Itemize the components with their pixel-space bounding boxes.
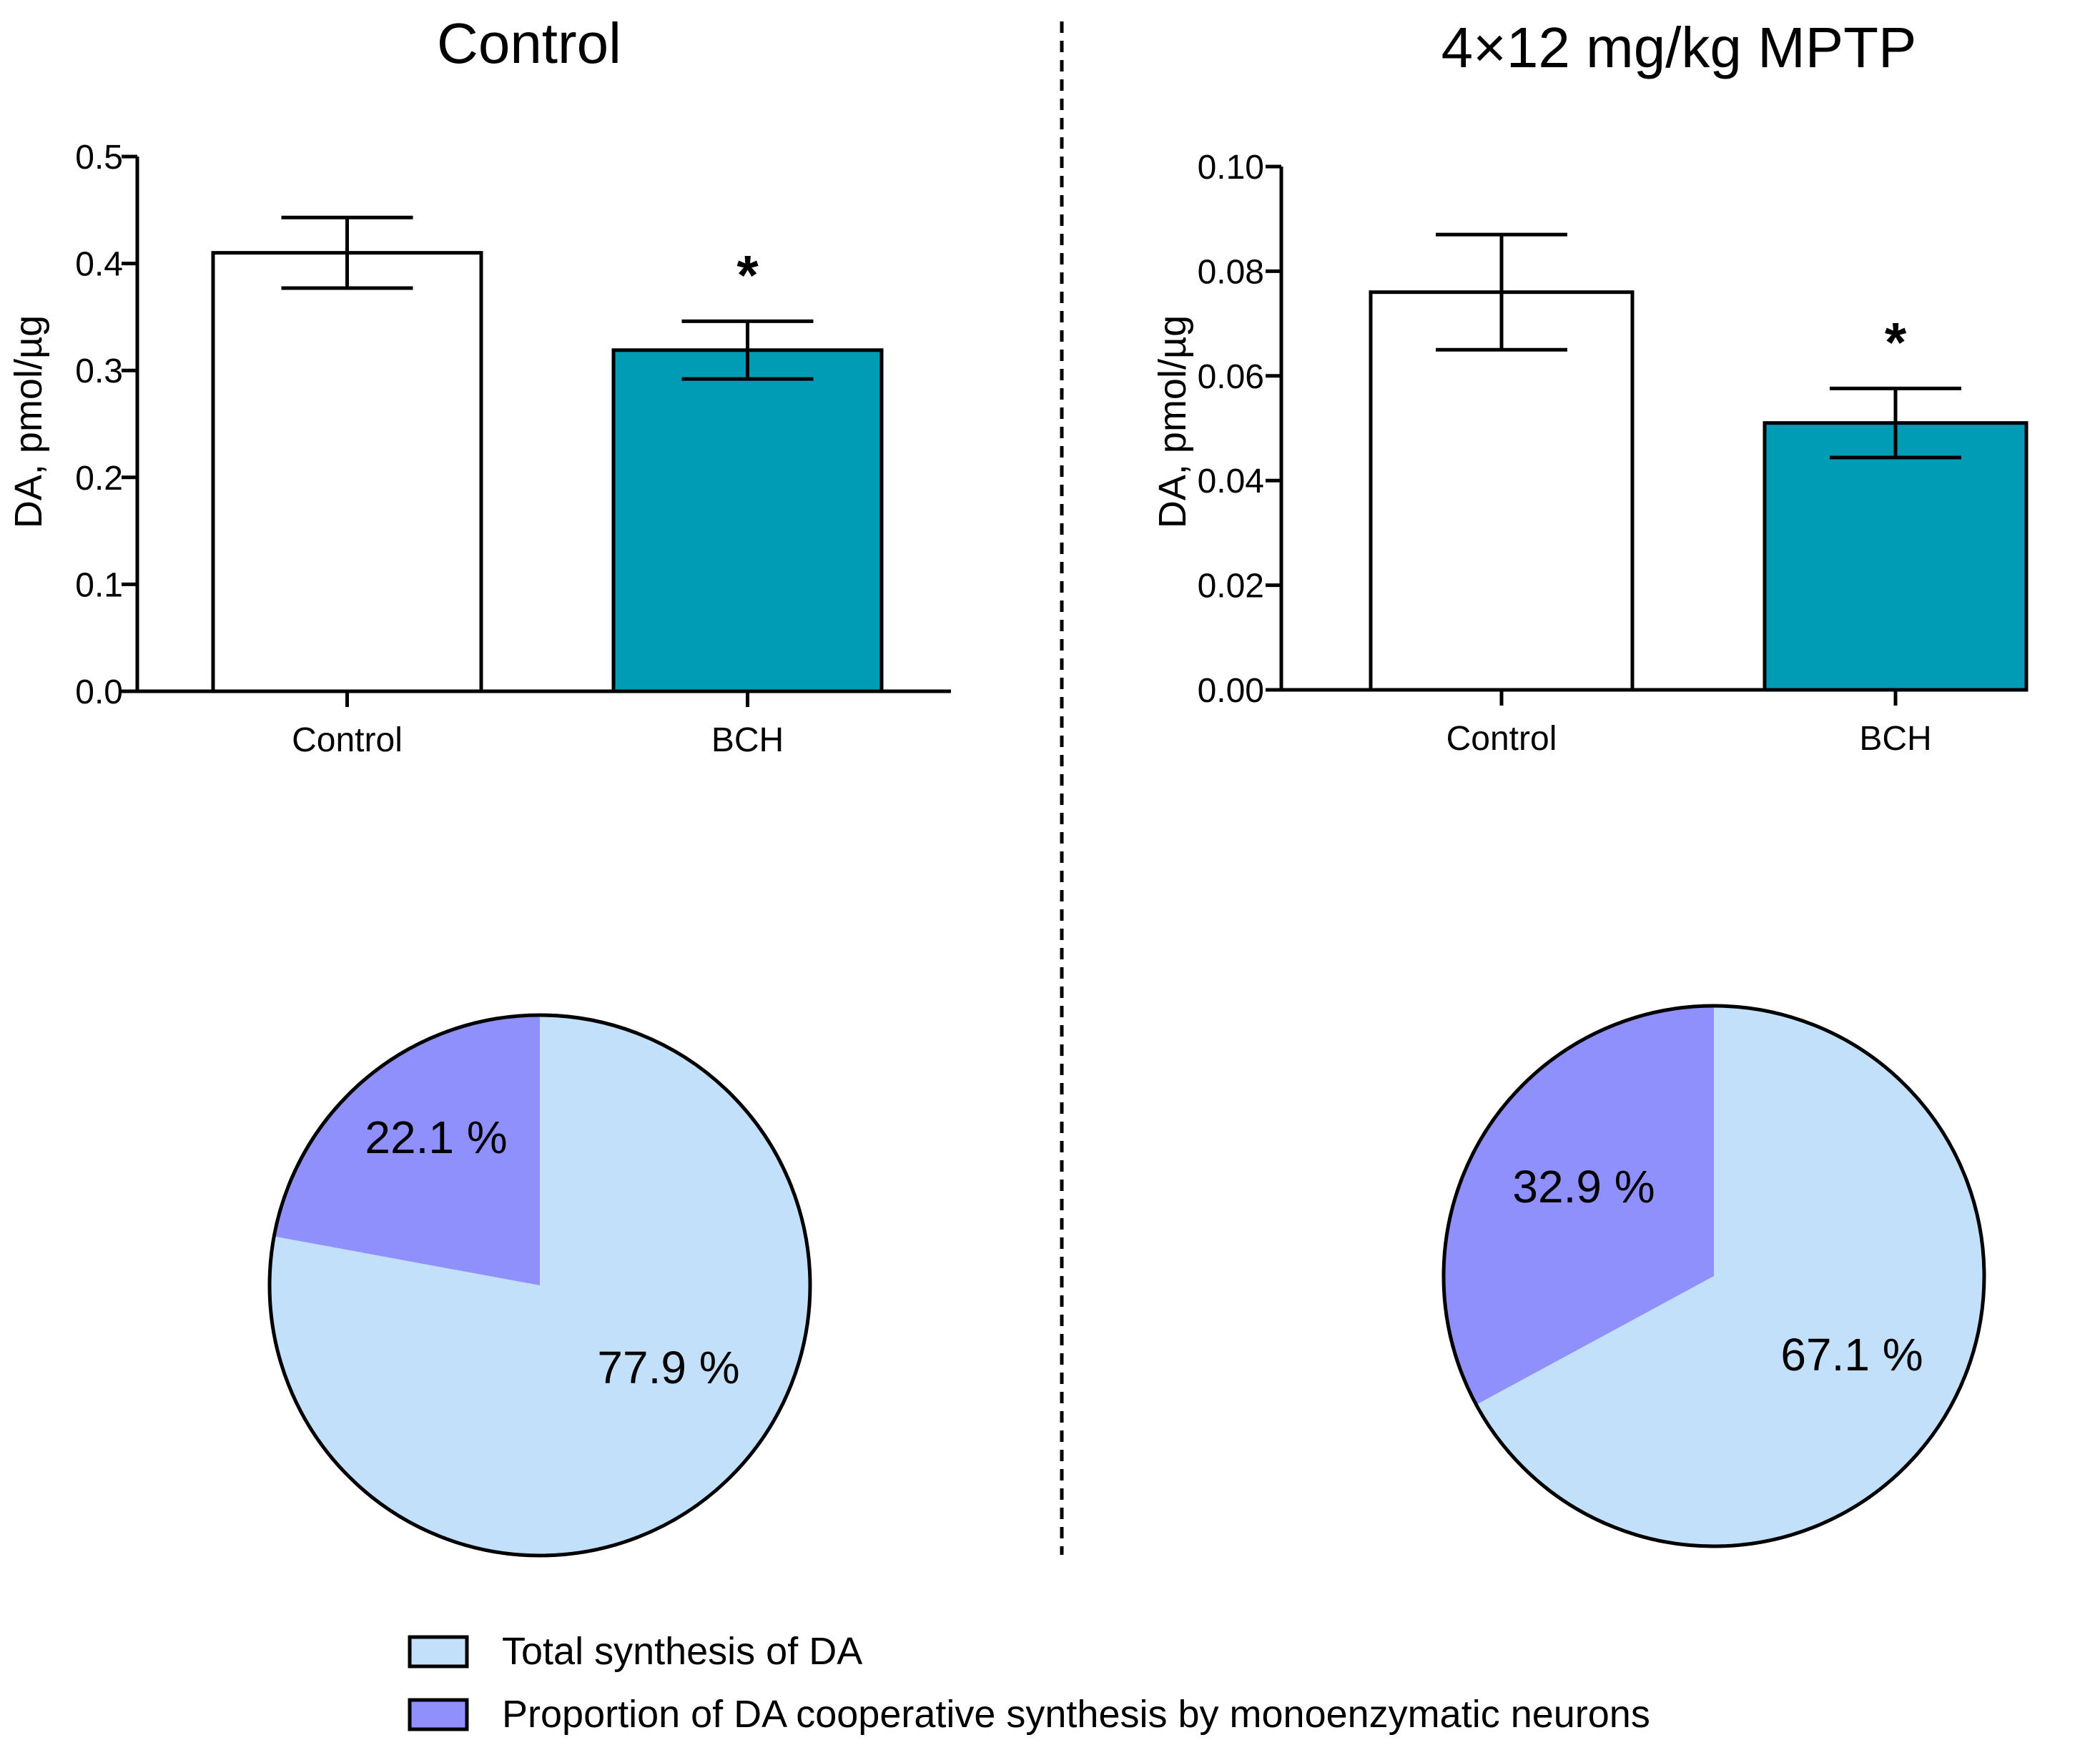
pie-outline xyxy=(1441,1004,1986,1548)
y-axis-label-control: DA, pmol/µg xyxy=(7,315,50,528)
bar-control xyxy=(1369,290,1635,692)
legend: Total synthesis of DA Proportion of DA c… xyxy=(408,1630,1650,1736)
y-tick-label: 0.02 xyxy=(1198,568,1264,605)
x-tick-label: Control xyxy=(292,721,403,759)
pie-slice-label: 77.9 % xyxy=(597,1342,739,1393)
y-tick-label: 0.06 xyxy=(1198,358,1264,396)
y-tick-label: 0.3 xyxy=(75,352,123,390)
bar-chart-control: DA, pmol/µg 0.0 0.1 0.2 0.3 0.4 0.5 Control BCH… xyxy=(7,139,951,759)
pie-slice-monoenzymatic xyxy=(1443,1006,1715,1405)
right-panel-title: 4×12 mg/kg MPTP xyxy=(1441,16,1917,79)
pie-slice-label: 22.1 % xyxy=(365,1112,507,1163)
legend-label-total-synthesis: Total synthesis of DA xyxy=(502,1630,862,1673)
legend-label-monoenzymatic: Proportion of DA cooperative synthesis b… xyxy=(502,1693,1650,1736)
x-tick-label: BCH xyxy=(1859,720,1931,758)
y-tick-label: 0.1 xyxy=(75,566,123,604)
bar-bch xyxy=(611,348,884,693)
legend-swatch-total-synthesis xyxy=(408,1635,469,1669)
pie-slice-label: 67.1 % xyxy=(1780,1329,1923,1380)
pie-slice-total-synthesis xyxy=(1476,1005,1984,1546)
legend-swatch-monoenzymatic xyxy=(408,1698,469,1731)
bar-chart-mptp: DA, pmol/µg 0.00 0.02 0.04 0.06 0.08 0.10 Cont… xyxy=(1151,149,2028,758)
left-panel-title: Control xyxy=(437,11,621,75)
bar-control xyxy=(211,251,483,693)
y-tick-label: 0.0 xyxy=(75,673,123,711)
pie-slice-monoenzymatic xyxy=(274,1015,540,1285)
y-tick-label: 0.00 xyxy=(1198,672,1264,710)
y-tick-label: 0.5 xyxy=(75,139,123,177)
y-axis-label-mptp: DA, pmol/µg xyxy=(1151,315,1194,528)
pie-chart-control: 77.9 % 22.1 % xyxy=(267,1013,812,1558)
bar-chart-control-plot: 0.0 0.1 0.2 0.3 0.4 0.5 Control BCH * xyxy=(75,139,951,759)
y-tick-label: 0.08 xyxy=(1198,253,1264,291)
y-tick-label: 0.4 xyxy=(75,246,123,284)
pie-chart-mptp: 67.1 % 32.9 % xyxy=(1441,1004,1986,1548)
bar-bch xyxy=(1763,421,2028,692)
y-tick-label: 0.2 xyxy=(75,460,123,498)
significance-marker: * xyxy=(1885,310,1907,373)
bar-chart-mptp-plot: 0.00 0.02 0.04 0.06 0.08 0.10 Control BCH * xyxy=(1198,149,2028,758)
pie-slice-label: 32.9 % xyxy=(1512,1161,1655,1212)
significance-marker: * xyxy=(736,243,759,306)
pie-outline xyxy=(267,1013,812,1558)
x-tick-label: Control xyxy=(1446,720,1557,758)
y-tick-label: 0.04 xyxy=(1198,463,1264,500)
y-tick-label: 0.10 xyxy=(1198,149,1264,187)
x-tick-label: BCH xyxy=(711,721,784,759)
